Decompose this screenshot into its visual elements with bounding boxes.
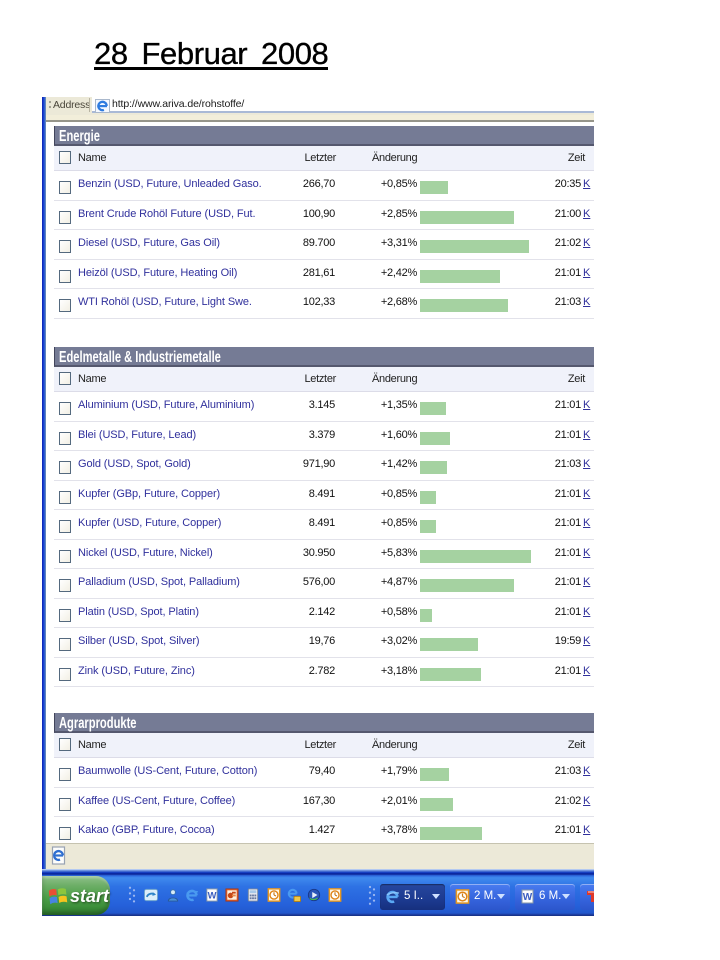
svg-text:W: W: [523, 892, 533, 903]
svg-text:W: W: [208, 890, 217, 900]
